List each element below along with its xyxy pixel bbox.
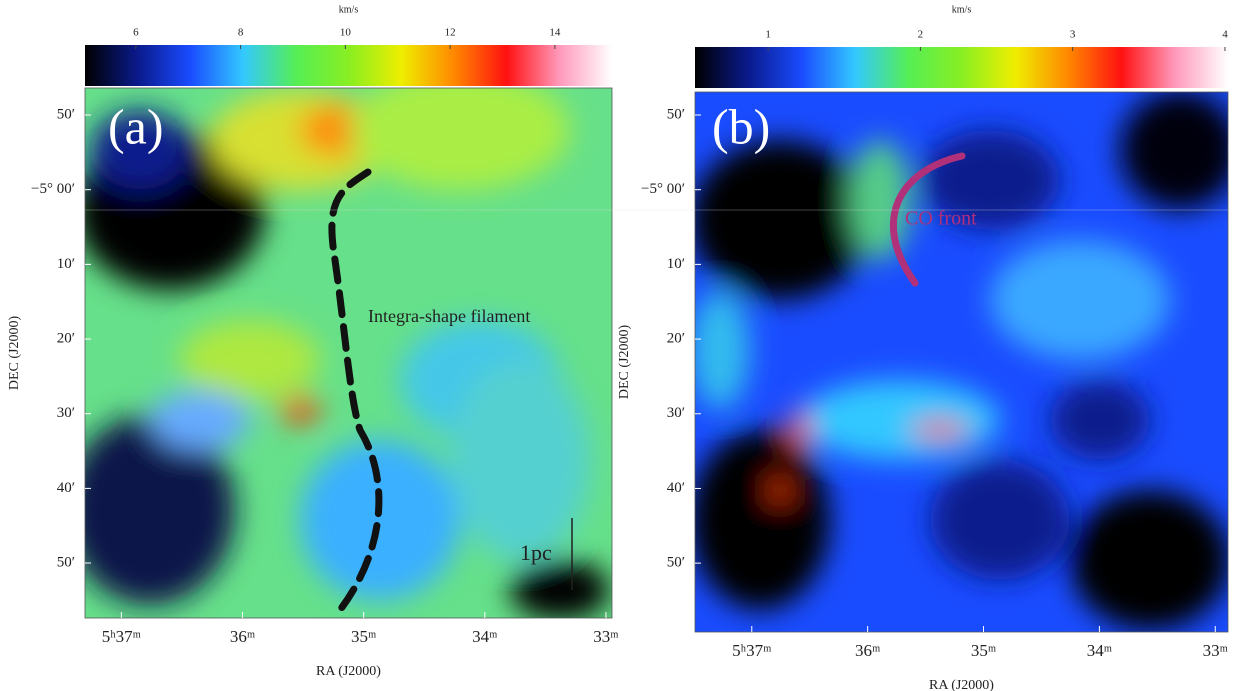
map-region	[1070, 490, 1228, 630]
y-tick-label: 50′	[667, 555, 685, 571]
x-tick-label: 33ᵐ	[1203, 641, 1228, 660]
y-tick-label: 30′	[667, 405, 685, 421]
colorbar-tick-label: 12	[445, 27, 456, 39]
colorbar-label: km/s	[952, 4, 972, 15]
x-tick-label: 34ᵐ	[1087, 641, 1112, 660]
map-region	[1120, 92, 1228, 210]
y-tick-label: −5° 00′	[31, 181, 75, 197]
x-tick-label: 35ᵐ	[971, 641, 996, 660]
map-region	[510, 560, 610, 618]
map-frame	[694, 91, 1229, 633]
x-tick-label: 36ᵐ	[855, 641, 880, 660]
y-tick-label: 40′	[667, 480, 685, 496]
map-region	[90, 110, 190, 190]
colorbar-tick-label: 14	[549, 27, 561, 39]
map-region	[930, 460, 1070, 580]
map-structure	[695, 92, 1228, 630]
y-tick-label: 50′	[57, 554, 75, 570]
map-region	[910, 422, 970, 438]
annotation: 1pc	[520, 540, 552, 565]
annotation: Integra-shape filament	[368, 306, 530, 326]
map-region	[150, 390, 250, 450]
co-front-arc	[889, 152, 966, 287]
y-tick-label: 50′	[57, 106, 75, 122]
map	[85, 88, 612, 618]
map-region	[450, 360, 590, 560]
y-tick-label: 10′	[57, 256, 75, 272]
panel-label: (b)	[712, 98, 770, 154]
x-tick-label: 33ᵐ	[593, 627, 618, 646]
y-tick-label: 20′	[57, 330, 75, 346]
colorbar-tick-label: 4	[1222, 29, 1228, 41]
map-region	[790, 410, 810, 450]
map-region	[695, 430, 830, 610]
y-tick-label: −5° 00′	[641, 181, 685, 197]
y-tick-label: 20′	[667, 330, 685, 346]
colorbar	[695, 47, 1228, 88]
map-region	[350, 88, 570, 190]
map-region	[772, 480, 788, 500]
x-tick-label: 34ᵐ	[472, 627, 497, 646]
colorbar-tick-label: 8	[238, 27, 244, 39]
y-axis-title: DEC (J2000)	[617, 325, 632, 400]
y-tick-label: 30′	[57, 405, 75, 421]
map-structure	[85, 88, 610, 618]
x-axis-title: RA (J2000)	[316, 664, 381, 679]
map-region	[85, 415, 235, 605]
y-axis-title: DEC (J2000)	[7, 316, 22, 391]
x-tick-label: 35ᵐ	[351, 627, 376, 646]
y-tick-label: 50′	[667, 106, 685, 122]
map-frame	[84, 87, 613, 619]
annotation: CO front	[905, 208, 977, 230]
map-region	[180, 320, 320, 400]
colorbar-tick-label: 1	[765, 29, 771, 41]
colorbar-tick-label: 3	[1070, 29, 1076, 41]
filament-curve	[328, 168, 383, 614]
colorbar-tick-label: 10	[340, 27, 352, 39]
x-tick-label: 36ᵐ	[230, 627, 255, 646]
map-region	[300, 440, 460, 600]
map-region	[800, 380, 1000, 460]
map-region	[695, 290, 750, 410]
y-tick-label: 10′	[667, 256, 685, 272]
map-region	[1050, 380, 1150, 460]
x-tick-label: 5ʰ37ᵐ	[102, 627, 141, 646]
colorbar-tick-label: 6	[133, 27, 139, 39]
x-tick-label: 5ʰ37ᵐ	[732, 641, 771, 660]
colorbar-label: km/s	[339, 4, 359, 15]
panel-label: (a)	[108, 98, 164, 154]
y-tick-label: 40′	[57, 480, 75, 496]
map-region	[695, 140, 870, 300]
colorbar	[85, 45, 612, 86]
map-region	[280, 398, 320, 422]
map-region	[990, 240, 1170, 360]
x-axis-title: RA (J2000)	[929, 678, 994, 691]
colorbar-tick-label: 2	[918, 29, 924, 41]
map	[695, 92, 1228, 632]
